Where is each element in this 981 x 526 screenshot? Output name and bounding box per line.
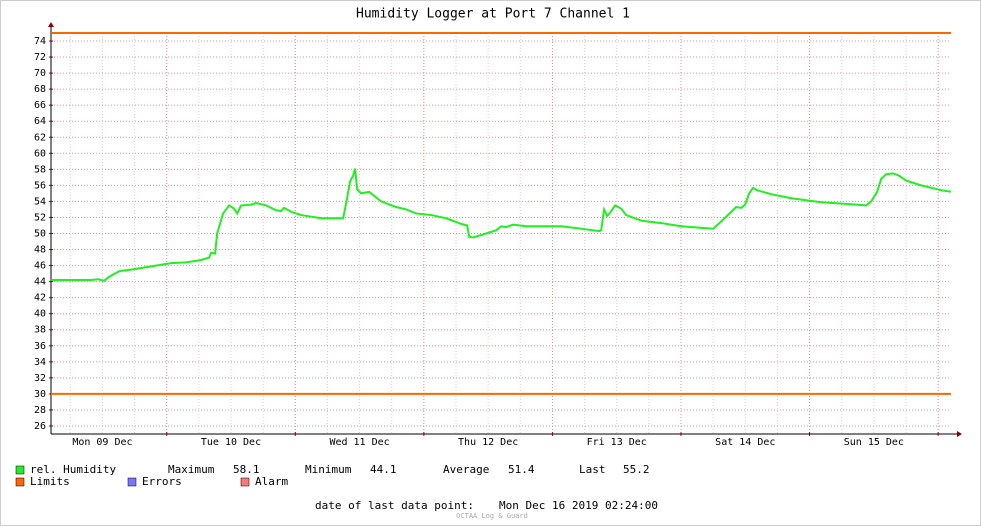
y-tick-label: 72 xyxy=(34,52,46,63)
x-tick-label: Tue 10 Dec xyxy=(201,437,261,448)
y-tick-label: 52 xyxy=(34,212,46,223)
footer-label: date of last data point: xyxy=(315,499,474,512)
legend-swatch xyxy=(15,465,25,475)
y-tick-label: 32 xyxy=(34,373,46,384)
x-tick-label: Wed 11 Dec xyxy=(329,437,389,448)
stat-label: Minimum xyxy=(305,463,352,476)
stat-value: 58.1 xyxy=(233,463,260,476)
stat-label: Last xyxy=(579,463,606,476)
y-tick-label: 70 xyxy=(34,68,46,79)
y-tick-label: 66 xyxy=(34,100,46,111)
data-line xyxy=(51,168,952,282)
y-tick-label: 30 xyxy=(34,389,46,400)
y-tick-label: 62 xyxy=(34,132,46,143)
stat-value: 51.4 xyxy=(508,463,535,476)
y-tick-label: 34 xyxy=(34,357,46,368)
y-axis-arrow xyxy=(48,22,54,27)
y-tick-label: 42 xyxy=(34,293,46,304)
y-tick-label: 64 xyxy=(34,116,46,127)
y-tick-label: 36 xyxy=(34,341,46,352)
y-tick-label: 60 xyxy=(34,148,46,159)
stat-label: Maximum xyxy=(168,463,215,476)
legend-label: Errors xyxy=(142,475,182,488)
x-tick-label: Sat 14 Dec xyxy=(715,437,775,448)
y-tick-label: 58 xyxy=(34,164,46,175)
y-tick-label: 48 xyxy=(34,245,46,256)
legend-label: rel. Humidity xyxy=(30,463,116,476)
x-tick-label: Thu 12 Dec xyxy=(458,437,518,448)
y-tick-label: 44 xyxy=(34,277,46,288)
y-tick-label: 74 xyxy=(34,36,46,47)
y-tick-label: 68 xyxy=(34,84,46,95)
footer-value: Mon Dec 16 2019 02:24:00 xyxy=(499,499,658,512)
y-tick-label: 46 xyxy=(34,261,46,272)
legend-swatch xyxy=(127,477,137,487)
x-tick-label: Mon 09 Dec xyxy=(72,437,132,448)
y-tick-label: 38 xyxy=(34,325,46,336)
x-tick-label: Sun 15 Dec xyxy=(844,437,904,448)
y-tick-label: 56 xyxy=(34,180,46,191)
legend-swatch xyxy=(240,477,250,487)
legend-label: Alarm xyxy=(255,475,288,488)
watermark: OCTAA Log & Guard xyxy=(456,512,528,520)
y-tick-label: 26 xyxy=(34,421,46,432)
legend-label: Limits xyxy=(30,475,70,488)
chart-title: Humidity Logger at Port 7 Channel 1 xyxy=(356,7,630,22)
legend-swatch xyxy=(15,477,25,487)
x-axis-arrow xyxy=(957,431,962,437)
y-tick-label: 40 xyxy=(34,309,46,320)
stat-value: 44.1 xyxy=(370,463,397,476)
x-tick-label: Fri 13 Dec xyxy=(587,437,647,448)
y-tick-label: 54 xyxy=(34,196,46,207)
y-tick-label: 50 xyxy=(34,229,46,240)
stat-label: Average xyxy=(443,463,489,476)
y-tick-label: 28 xyxy=(34,405,46,416)
stat-value: 55.2 xyxy=(623,463,650,476)
